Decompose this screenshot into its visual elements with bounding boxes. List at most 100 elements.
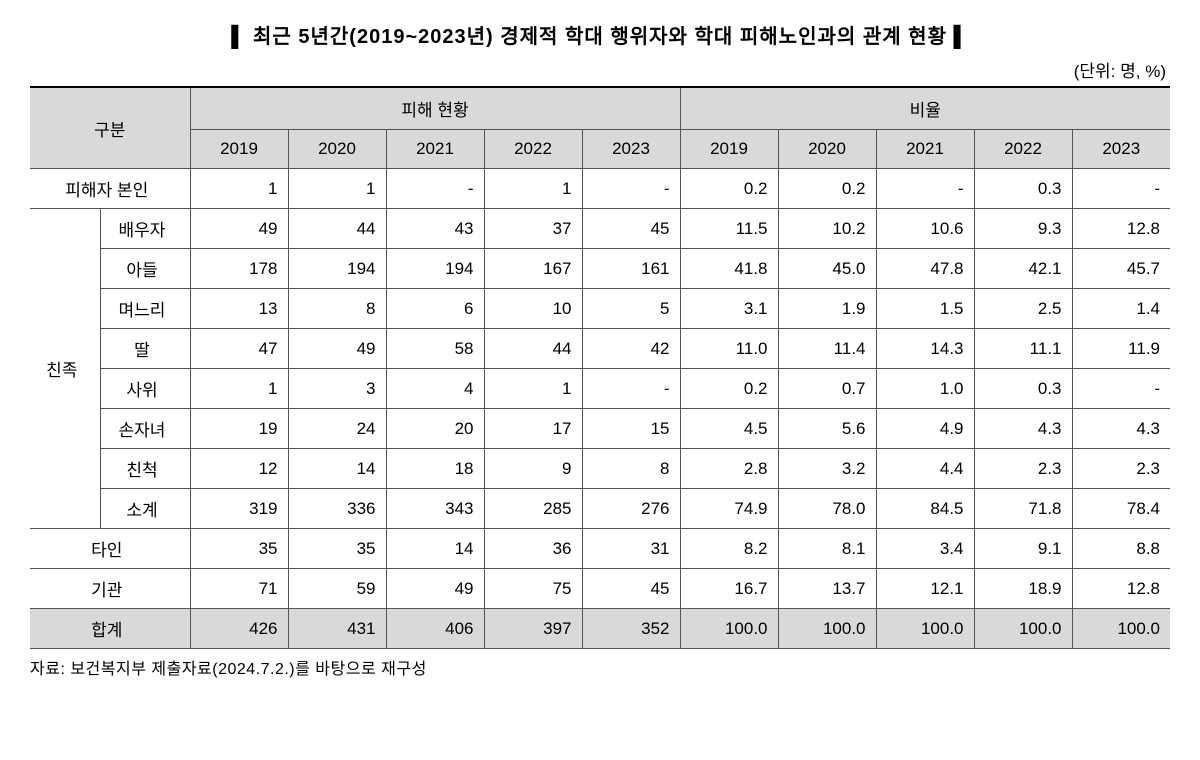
cell: 336 (288, 489, 386, 529)
cell: 84.5 (876, 489, 974, 529)
cell: 1.9 (778, 289, 876, 329)
cell: 75 (484, 569, 582, 609)
cell: 49 (190, 209, 288, 249)
cell: 9.1 (974, 529, 1072, 569)
cell: 37 (484, 209, 582, 249)
cell: - (1072, 169, 1170, 209)
cell: 100.0 (1072, 609, 1170, 649)
row-label: 아들 (100, 249, 190, 289)
cell: 1 (190, 169, 288, 209)
cell: 397 (484, 609, 582, 649)
cell: 100.0 (778, 609, 876, 649)
cell: 1 (484, 169, 582, 209)
cell: 0.7 (778, 369, 876, 409)
table-title: ▌ 최근 5년간(2019~2023년) 경제적 학대 행위자와 학대 피해노인… (30, 20, 1170, 49)
table-row: 기관 71 59 49 75 45 16.7 13.7 12.1 18.9 12… (30, 569, 1170, 609)
cell: 14 (386, 529, 484, 569)
cell: 4.9 (876, 409, 974, 449)
cell: 6 (386, 289, 484, 329)
cell: 100.0 (680, 609, 778, 649)
cell: 1 (484, 369, 582, 409)
cell: 4.5 (680, 409, 778, 449)
table-row: 소계 319 336 343 285 276 74.9 78.0 84.5 71… (30, 489, 1170, 529)
unit-label: (단위: 명, %) (30, 57, 1170, 82)
cell: 1 (288, 169, 386, 209)
cell: 35 (190, 529, 288, 569)
th-year: 2020 (778, 130, 876, 169)
cell: 14 (288, 449, 386, 489)
cell: 5.6 (778, 409, 876, 449)
cell: 8 (582, 449, 680, 489)
cell: 13.7 (778, 569, 876, 609)
cell: 11.9 (1072, 329, 1170, 369)
cell: 59 (288, 569, 386, 609)
cell: 4 (386, 369, 484, 409)
cell: 18.9 (974, 569, 1072, 609)
cell: 100.0 (974, 609, 1072, 649)
th-year: 2019 (190, 130, 288, 169)
row-label: 손자녀 (100, 409, 190, 449)
cell: 194 (386, 249, 484, 289)
cell: 0.3 (974, 369, 1072, 409)
title-bar-right: ▌ (954, 26, 969, 49)
cell: 19 (190, 409, 288, 449)
cell: 45.7 (1072, 249, 1170, 289)
cell: 2.8 (680, 449, 778, 489)
cell: 3.2 (778, 449, 876, 489)
cell: 12 (190, 449, 288, 489)
cell: 11.1 (974, 329, 1072, 369)
cell: 47 (190, 329, 288, 369)
cell: 49 (386, 569, 484, 609)
th-year: 2023 (582, 130, 680, 169)
row-label-total: 합계 (30, 609, 190, 649)
cell: 406 (386, 609, 484, 649)
cell: 4.4 (876, 449, 974, 489)
cell: 36 (484, 529, 582, 569)
th-year: 2022 (484, 130, 582, 169)
cell: 431 (288, 609, 386, 649)
cell: 44 (484, 329, 582, 369)
cell: 4.3 (1072, 409, 1170, 449)
cell: 161 (582, 249, 680, 289)
cell: 17 (484, 409, 582, 449)
cell: 1.0 (876, 369, 974, 409)
cell: - (582, 369, 680, 409)
cell: 15 (582, 409, 680, 449)
cell: 10 (484, 289, 582, 329)
cell: 78.0 (778, 489, 876, 529)
cell: 74.9 (680, 489, 778, 529)
cell: 8.1 (778, 529, 876, 569)
th-year: 2019 (680, 130, 778, 169)
cell: 5 (582, 289, 680, 329)
cell: 24 (288, 409, 386, 449)
cell: 8 (288, 289, 386, 329)
cell: 71.8 (974, 489, 1072, 529)
title-text: 최근 5년간(2019~2023년) 경제적 학대 행위자와 학대 피해노인과의… (253, 26, 947, 48)
cell: 9.3 (974, 209, 1072, 249)
cell: 352 (582, 609, 680, 649)
table-row: 친족 배우자 49 44 43 37 45 11.5 10.2 10.6 9.3… (30, 209, 1170, 249)
cell: 31 (582, 529, 680, 569)
cell: 11.4 (778, 329, 876, 369)
cell: 2.3 (1072, 449, 1170, 489)
cell: 0.2 (778, 169, 876, 209)
cell: 45 (582, 209, 680, 249)
cell: 0.2 (680, 169, 778, 209)
cell: 58 (386, 329, 484, 369)
cell: 11.5 (680, 209, 778, 249)
cell: 11.0 (680, 329, 778, 369)
cell: 167 (484, 249, 582, 289)
source-note: 자료: 보건복지부 제출자료(2024.7.2.)를 바탕으로 재구성 (30, 655, 1170, 679)
cell: 47.8 (876, 249, 974, 289)
table-row: 친척 12 14 18 9 8 2.8 3.2 4.4 2.3 2.3 (30, 449, 1170, 489)
cell: 78.4 (1072, 489, 1170, 529)
cell: 10.6 (876, 209, 974, 249)
cell: 319 (190, 489, 288, 529)
cell: 2.5 (974, 289, 1072, 329)
table-row: 며느리 13 8 6 10 5 3.1 1.9 1.5 2.5 1.4 (30, 289, 1170, 329)
cell: 42.1 (974, 249, 1072, 289)
row-label: 사위 (100, 369, 190, 409)
th-year: 2022 (974, 130, 1072, 169)
cell: 3 (288, 369, 386, 409)
cell: 8.8 (1072, 529, 1170, 569)
